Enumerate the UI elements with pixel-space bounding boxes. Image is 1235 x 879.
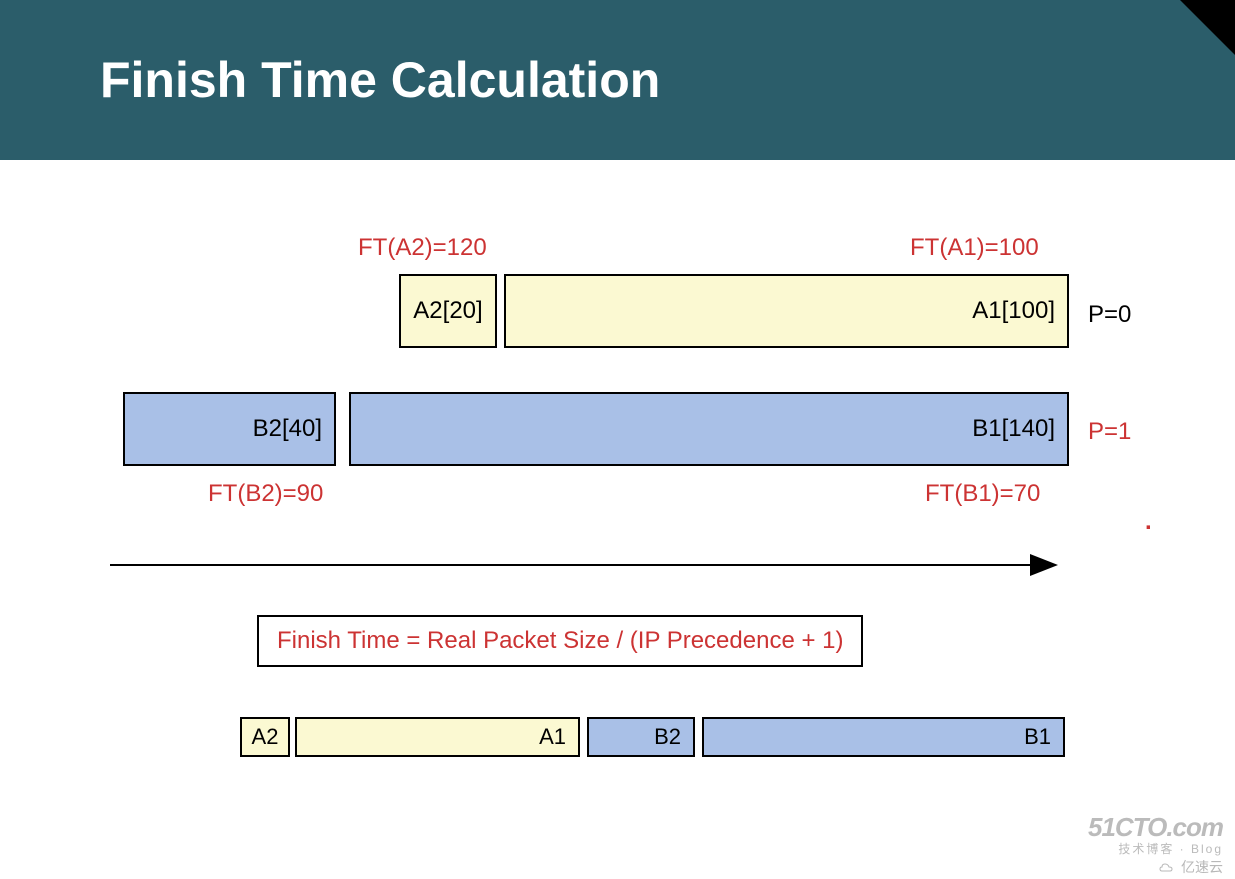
watermark-sub: 技术博客 · Blog bbox=[1118, 840, 1223, 857]
output-a1: A1 bbox=[295, 717, 580, 757]
priority-p0-label: P=0 bbox=[1088, 301, 1131, 329]
packet-a2: A2[20] bbox=[399, 274, 497, 348]
packet-b2-label: B2[40] bbox=[253, 415, 322, 443]
packet-a1-label: A1[100] bbox=[972, 297, 1055, 325]
cloud-icon bbox=[1157, 861, 1177, 875]
packet-b1: B1[140] bbox=[349, 392, 1069, 466]
ft-b1-label: FT(B1)=70 bbox=[925, 480, 1040, 508]
packet-a2-label: A2[20] bbox=[413, 297, 482, 325]
output-b2: B2 bbox=[587, 717, 695, 757]
ft-a1-label: FT(A1)=100 bbox=[910, 234, 1039, 262]
slide-title: Finish Time Calculation bbox=[100, 51, 660, 109]
output-a1-label: A1 bbox=[539, 724, 566, 750]
output-b1: B1 bbox=[702, 717, 1065, 757]
output-b2-label: B2 bbox=[654, 724, 681, 750]
packet-b1-label: B1[140] bbox=[972, 415, 1055, 443]
packet-a1: A1[100] bbox=[504, 274, 1069, 348]
watermark-51cto: 51CTO.com bbox=[1088, 812, 1223, 843]
formula-box: Finish Time = Real Packet Size / (IP Pre… bbox=[257, 615, 863, 667]
formula-text: Finish Time = Real Packet Size / (IP Pre… bbox=[277, 627, 843, 654]
output-a2-label: A2 bbox=[252, 724, 279, 750]
diagram-area: FT(A2)=120 FT(A1)=100 A2[20] A1[100] P=0… bbox=[0, 160, 1235, 879]
watermark-ysy: 亿速云 bbox=[1157, 857, 1223, 877]
output-b1-label: B1 bbox=[1024, 724, 1051, 750]
corner-fold-icon bbox=[1180, 0, 1235, 55]
ft-b2-label: FT(B2)=90 bbox=[208, 480, 323, 508]
watermark-ysy-text: 亿速云 bbox=[1181, 859, 1223, 875]
packet-b2: B2[40] bbox=[123, 392, 336, 466]
stray-dot: . bbox=[1145, 508, 1152, 536]
ft-a2-label: FT(A2)=120 bbox=[358, 234, 487, 262]
slide-header: Finish Time Calculation bbox=[0, 0, 1235, 160]
priority-p1-label: P=1 bbox=[1088, 418, 1131, 446]
output-a2: A2 bbox=[240, 717, 290, 757]
timeline-arrow-icon bbox=[110, 550, 1065, 580]
